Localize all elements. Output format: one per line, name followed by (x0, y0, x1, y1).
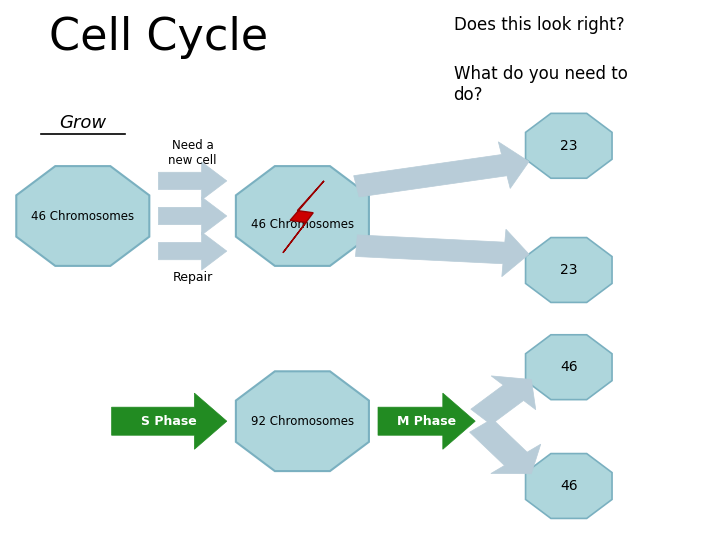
Polygon shape (526, 335, 612, 400)
Polygon shape (526, 454, 612, 518)
Polygon shape (526, 238, 612, 302)
Polygon shape (158, 232, 227, 270)
Text: Does this look right?: Does this look right? (454, 16, 624, 34)
Text: What do you need to
do?: What do you need to do? (454, 65, 627, 104)
Polygon shape (158, 162, 227, 200)
Text: 46 Chromosomes: 46 Chromosomes (31, 210, 135, 222)
Text: Repair: Repair (173, 271, 212, 284)
Polygon shape (469, 419, 541, 474)
Polygon shape (354, 142, 529, 197)
Text: Grow: Grow (59, 114, 107, 132)
Text: 23: 23 (560, 263, 577, 277)
Polygon shape (356, 230, 529, 276)
Polygon shape (378, 393, 475, 449)
Text: M Phase: M Phase (397, 415, 456, 428)
Text: 46 Chromosomes: 46 Chromosomes (251, 218, 354, 231)
Text: 23: 23 (560, 139, 577, 153)
Polygon shape (236, 166, 369, 266)
Polygon shape (526, 113, 612, 178)
Text: 46: 46 (560, 360, 577, 374)
Polygon shape (17, 166, 149, 266)
Polygon shape (471, 376, 536, 424)
Polygon shape (112, 393, 227, 449)
Polygon shape (158, 197, 227, 235)
Text: Cell Cycle: Cell Cycle (49, 16, 268, 59)
Text: 92 Chromosomes: 92 Chromosomes (251, 415, 354, 428)
Text: 46: 46 (560, 479, 577, 493)
Text: S Phase: S Phase (141, 415, 197, 428)
Polygon shape (236, 372, 369, 471)
Text: Need a
new cell: Need a new cell (168, 139, 217, 167)
Polygon shape (283, 181, 324, 253)
